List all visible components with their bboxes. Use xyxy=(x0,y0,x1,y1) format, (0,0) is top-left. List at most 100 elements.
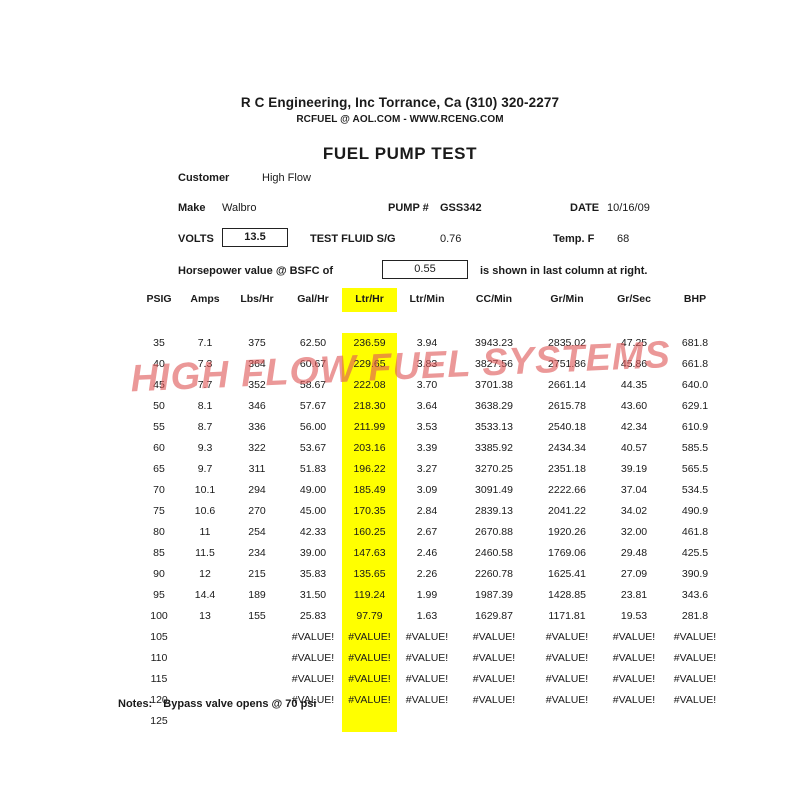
cell-gr-min: 2434.34 xyxy=(548,442,586,454)
column-header-amps: Amps xyxy=(190,293,220,305)
cell-ltr-min: #VALUE! xyxy=(405,673,449,685)
cell-bhp: 490.9 xyxy=(681,505,709,517)
cell-cc-min: 1987.39 xyxy=(475,589,513,601)
cell-gr-sec: 32.00 xyxy=(620,526,648,538)
cell-ltr-min: 1.99 xyxy=(416,589,438,601)
cell-gr-sec xyxy=(603,711,665,732)
cell-ltr-min: 2.26 xyxy=(416,568,438,580)
cell-lbs-hr: 254 xyxy=(248,526,266,538)
volts-field[interactable]: 13.5 xyxy=(222,228,288,247)
table-header-row: PSIG Amps Lbs/Hr Gal/Hr Ltr/Hr Ltr/Min C… xyxy=(138,288,725,312)
cell-gr-sec: #VALUE! xyxy=(612,631,656,643)
cell-gr-min: 2041.22 xyxy=(548,505,586,517)
cell-lbs-hr: 215 xyxy=(248,568,266,580)
table-row: 50 8.1 346 57.67 218.30 3.64 3638.29 2615.78 43.… xyxy=(138,396,725,417)
table-row: 40 7.3 364 60.67 229.65 3.83 3827.56 2751.86 45.… xyxy=(138,354,725,375)
bsfc-suffix-text: is shown in last column at right. xyxy=(480,265,648,277)
cell-ltr-hr: #VALUE! xyxy=(342,648,397,669)
cell-amps: 11 xyxy=(199,526,211,538)
cell-ltr-min: 3.39 xyxy=(416,442,438,454)
cell-amps xyxy=(180,627,230,648)
cell-lbs-hr xyxy=(230,648,284,669)
cell-bhp: 425.5 xyxy=(681,547,709,559)
cell-amps: 13 xyxy=(199,610,211,622)
cell-ltr-min xyxy=(397,711,457,732)
cell-gr-sec: 27.09 xyxy=(620,568,648,580)
table-header-spacer xyxy=(138,312,725,333)
cell-amps: 12 xyxy=(199,568,211,580)
cell-gal-hr: 31.50 xyxy=(299,589,327,601)
cell-gr-sec: 47.25 xyxy=(620,337,648,349)
cell-ltr-min: 3.83 xyxy=(416,358,438,370)
cell-bhp: 281.8 xyxy=(681,610,709,622)
cell-gr-sec: 42.34 xyxy=(620,421,648,433)
cell-gr-min: 1920.26 xyxy=(548,526,586,538)
cell-psig: 100 xyxy=(150,610,168,622)
test-fluid-value: 0.76 xyxy=(440,233,462,245)
cell-psig: 75 xyxy=(153,505,165,517)
cell-cc-min: 1629.87 xyxy=(475,610,513,622)
bsfc-row: Horsepower value @ BSFC of 0.55 is shown… xyxy=(0,248,800,279)
cell-ltr-min: #VALUE! xyxy=(405,652,449,664)
temperature-value: 68 xyxy=(617,233,630,245)
cell-ltr-hr: #VALUE! xyxy=(342,627,397,648)
cell-gr-min: #VALUE! xyxy=(545,694,589,706)
column-header-ltr-min: Ltr/Min xyxy=(409,293,445,305)
cell-ltr-min: 3.64 xyxy=(416,400,438,412)
cell-gal-hr: #VALUE! xyxy=(291,631,335,643)
column-header-ltr-hr: Ltr/Hr xyxy=(342,288,397,312)
cell-lbs-hr: 189 xyxy=(248,589,266,601)
cell-psig: 85 xyxy=(153,547,165,559)
cell-cc-min: #VALUE! xyxy=(472,673,516,685)
cell-amps: 7.1 xyxy=(197,337,213,349)
cell-gal-hr: #VALUE! xyxy=(291,652,335,664)
page-title: FUEL PUMP TEST xyxy=(322,144,478,163)
cell-gal-hr: 39.00 xyxy=(299,547,327,559)
column-header-gr-sec: Gr/Sec xyxy=(617,293,651,305)
cell-lbs-hr xyxy=(230,711,284,732)
table-row: 70 10.1 294 49.00 185.49 3.09 3091.49 2222.66 37… xyxy=(138,480,725,501)
cell-psig: 90 xyxy=(153,568,165,580)
table-row: 65 9.7 311 51.83 196.22 3.27 3270.25 2351.18 39.… xyxy=(138,459,725,480)
customer-label: Customer xyxy=(178,172,230,184)
bsfc-field[interactable]: 0.55 xyxy=(382,260,468,279)
cell-gr-sec: 45.86 xyxy=(620,358,648,370)
table-row: 75 10.6 270 45.00 170.35 2.84 2839.13 2041.22 34… xyxy=(138,501,725,522)
cell-gr-min: 1625.41 xyxy=(548,568,586,580)
cell-gr-sec: 39.19 xyxy=(620,463,648,475)
cell-gr-min: #VALUE! xyxy=(545,673,589,685)
cell-gr-min: 1171.81 xyxy=(548,610,586,622)
cell-gr-min: 2540.18 xyxy=(548,421,586,433)
table-row: 55 8.7 336 56.00 211.99 3.53 3533.13 2540.18 42.… xyxy=(138,417,725,438)
cell-ltr-hr: 97.79 xyxy=(342,606,397,627)
cell-gr-sec: 37.04 xyxy=(620,484,648,496)
cell-lbs-hr: 364 xyxy=(248,358,266,370)
cell-gr-sec: #VALUE! xyxy=(612,673,656,685)
make-pump-date-row: Make Walbro PUMP # GSS342 DATE 10/16/09 xyxy=(0,196,800,222)
cell-gr-min: #VALUE! xyxy=(545,652,589,664)
cell-gr-min: #VALUE! xyxy=(545,631,589,643)
column-header-gal-hr: Gal/Hr xyxy=(297,293,329,305)
cell-bhp: 461.8 xyxy=(681,526,709,538)
cell-gal-hr: 45.00 xyxy=(299,505,327,517)
temperature-label: Temp. F xyxy=(553,233,595,245)
bsfc-prefix-text: Horsepower value @ BSFC of xyxy=(178,265,333,277)
cell-cc-min: 2260.78 xyxy=(475,568,513,580)
cell-lbs-hr: 294 xyxy=(248,484,266,496)
cell-bhp: #VALUE! xyxy=(673,673,717,685)
cell-gal-hr: 49.00 xyxy=(299,484,327,496)
cell-gr-sec: 29.48 xyxy=(620,547,648,559)
results-table-container: PSIG Amps Lbs/Hr Gal/Hr Ltr/Hr Ltr/Min C… xyxy=(0,288,800,732)
cell-psig: 115 xyxy=(150,673,168,685)
cell-psig: 80 xyxy=(153,526,165,538)
table-row: 85 11.5 234 39.00 147.63 2.46 2460.58 1769.06 29… xyxy=(138,543,725,564)
cell-ltr-hr: 135.65 xyxy=(342,564,397,585)
table-row: 45 7.7 352 58.67 222.08 3.70 3701.38 2661.14 44.… xyxy=(138,375,725,396)
cell-gal-hr: 56.00 xyxy=(299,421,327,433)
cell-gal-hr: 60.67 xyxy=(299,358,327,370)
cell-gal-hr: 57.67 xyxy=(299,400,327,412)
cell-gal-hr: 58.67 xyxy=(299,379,327,391)
cell-gr-sec: 40.57 xyxy=(620,442,648,454)
table-row: 120 #VALUE! #VALUE! #VALUE! #VALUE! #VALUE! #V… xyxy=(138,690,725,711)
